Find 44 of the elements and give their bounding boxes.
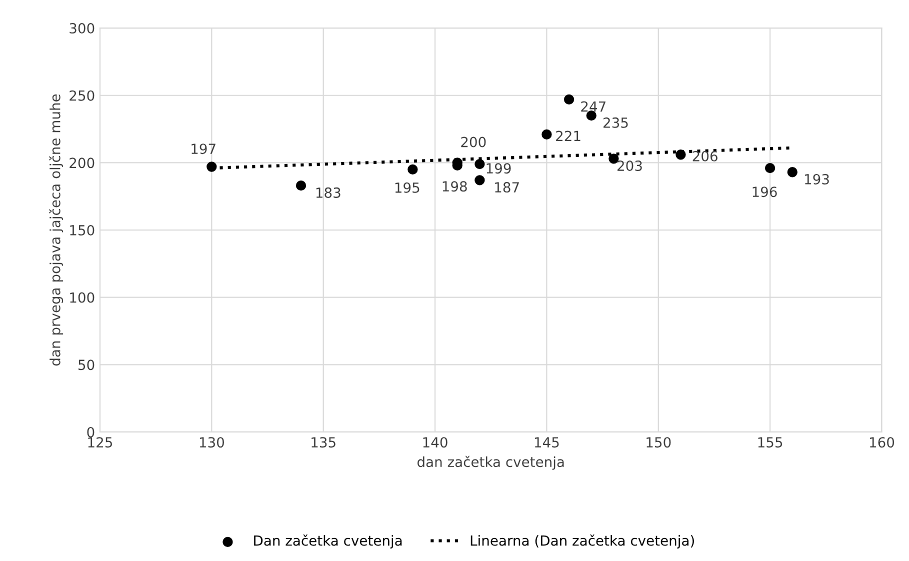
x-tick-label: 135 (312, 437, 336, 448)
point (408, 164, 418, 175)
point (296, 180, 306, 191)
data-label: 235 (604, 117, 628, 128)
point (474, 175, 485, 186)
x-tick-label: 130 (200, 437, 224, 448)
point (764, 162, 776, 174)
data-label: 196 (752, 186, 777, 198)
y-tick-label: 150 (70, 224, 94, 236)
y-tick-label: 300 (70, 23, 94, 34)
data-label: 197 (192, 144, 216, 154)
point (474, 158, 485, 170)
y-tick-label: 0 (87, 426, 94, 438)
data-label: 198 (442, 181, 467, 192)
data-label: 199 (486, 163, 511, 174)
data-label: 187 (495, 182, 519, 193)
data-label: 221 (556, 130, 580, 142)
legend-label: Linearna (Dan začetka cvetenja) (470, 534, 694, 548)
data-label: 200 (461, 136, 486, 148)
data-label: 203 (618, 160, 642, 172)
x-tick-label: 145 (534, 437, 559, 448)
point (542, 129, 552, 140)
x-tick-label: 150 (646, 437, 671, 448)
y-tick-label: 250 (70, 90, 94, 101)
point (787, 167, 798, 178)
x-axis-title: dan začetka cvetenja (417, 456, 564, 470)
point (608, 154, 619, 164)
data-label: 206 (692, 150, 718, 162)
y-tick-label: 50 (78, 360, 94, 370)
data-label: 183 (316, 187, 340, 198)
y-tick-label: 100 (70, 292, 94, 303)
point (564, 94, 574, 104)
legend-label: Dan začetka cvetenja (254, 534, 402, 548)
point (206, 162, 217, 172)
point (676, 150, 686, 160)
data-label: 195 (395, 182, 420, 193)
data-label: 193 (805, 174, 829, 184)
y-tick-label: 200 (70, 158, 94, 168)
data-label: 247 (581, 101, 606, 112)
x-tick-label: 160 (870, 437, 894, 448)
y-axis-title: dan prvega pojava jajčeca oljčne muhe (49, 94, 64, 366)
x-tick-label: 140 (423, 437, 448, 448)
x-tick-label: 155 (758, 437, 782, 448)
x-tick-label: 125 (88, 437, 112, 448)
